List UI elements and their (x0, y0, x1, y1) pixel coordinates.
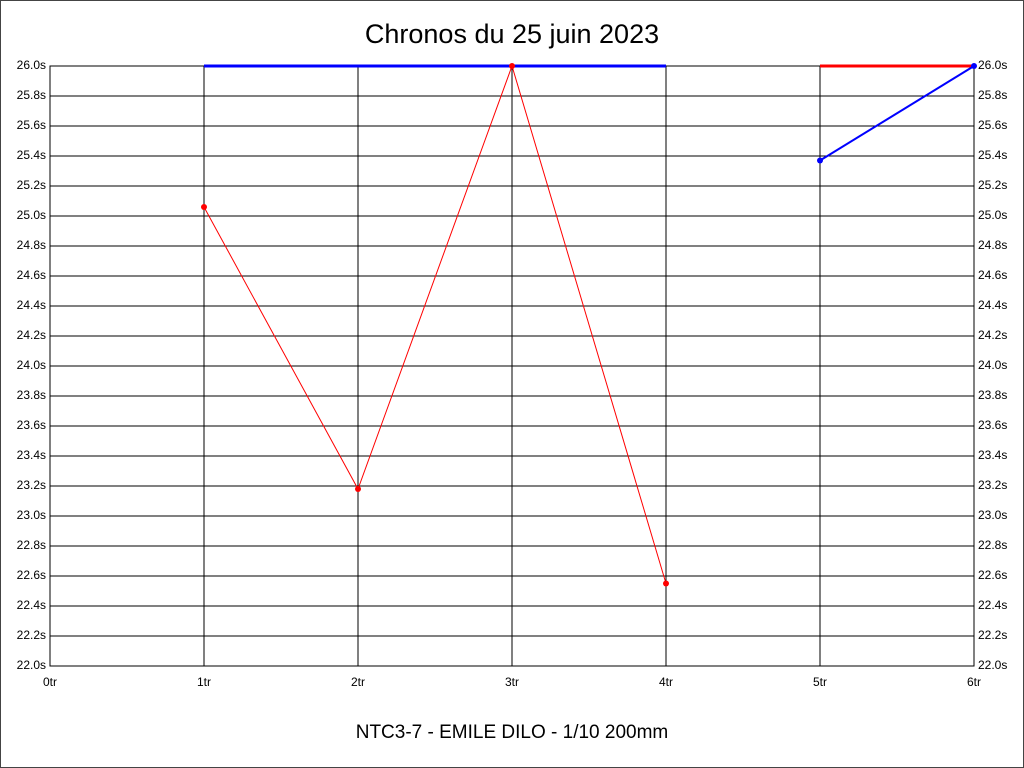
y-tick-label: 25.2s (17, 178, 46, 192)
y2-tick-label: 23.2s (978, 478, 1007, 492)
point (971, 63, 977, 69)
y-tick-label: 23.8s (17, 388, 46, 402)
y-tick-label: 22.2s (17, 628, 46, 642)
y2-tick-label: 25.0s (978, 208, 1007, 222)
x-tick-label: 4tr (659, 675, 673, 689)
y2-tick-label: 24.0s (978, 358, 1007, 372)
y2-tick-label: 22.8s (978, 538, 1007, 552)
y2-tick-label: 24.2s (978, 328, 1007, 342)
y2-tick-label: 23.0s (978, 508, 1007, 522)
x-tick-label: 5tr (813, 675, 827, 689)
point (509, 63, 515, 69)
y-tick-label: 24.2s (17, 328, 46, 342)
y2-tick-label: 24.6s (978, 268, 1007, 282)
y2-tick-label: 22.0s (978, 658, 1007, 672)
y-tick-label: 26.0s (17, 58, 46, 72)
y2-tick-label: 23.4s (978, 448, 1007, 462)
x-tick-label: 3tr (505, 675, 519, 689)
chart-title: Chronos du 25 juin 2023 (365, 19, 659, 49)
y2-tick-label: 22.4s (978, 598, 1007, 612)
y-tick-label: 24.6s (17, 268, 46, 282)
y2-tick-label: 22.6s (978, 568, 1007, 582)
y2-tick-label: 25.4s (978, 148, 1007, 162)
y-tick-label: 22.4s (17, 598, 46, 612)
y2-tick-label: 24.4s (978, 298, 1007, 312)
y2-tick-label: 24.8s (978, 238, 1007, 252)
y-tick-label: 24.8s (17, 238, 46, 252)
y-tick-label: 24.0s (17, 358, 46, 372)
point (355, 486, 361, 492)
y2-tick-label: 25.8s (978, 88, 1007, 102)
x-tick-label: 1tr (197, 675, 211, 689)
x-tick-label: 2tr (351, 675, 365, 689)
y-tick-label: 22.6s (17, 568, 46, 582)
series-line (203, 64, 667, 584)
y2-tick-label: 25.2s (978, 178, 1007, 192)
series-line (819, 65, 975, 162)
point (663, 580, 669, 587)
x-tick-label: 0tr (43, 675, 57, 689)
y-tick-label: 25.6s (17, 118, 46, 132)
y2-tick-label: 26.0s (978, 58, 1007, 72)
x-tick-label: 6tr (967, 675, 981, 689)
y-tick-label: 22.8s (17, 538, 46, 552)
y-tick-label: 23.4s (17, 448, 46, 462)
point (201, 204, 207, 210)
y-tick-label: 23.6s (17, 418, 46, 432)
y-tick-label: 23.2s (17, 478, 46, 492)
y-tick-label: 25.4s (17, 148, 46, 162)
y-tick-label: 22.0s (17, 658, 46, 672)
y-tick-label: 25.8s (17, 88, 46, 102)
y2-tick-label: 25.6s (978, 118, 1007, 132)
y-tick-label: 25.0s (17, 208, 46, 222)
y-tick-label: 24.4s (17, 298, 46, 312)
y2-tick-label: 23.6s (978, 418, 1007, 432)
y-tick-label: 23.0s (17, 508, 46, 522)
y2-tick-label: 23.8s (978, 388, 1007, 402)
point (817, 157, 823, 164)
y2-tick-label: 22.2s (978, 628, 1007, 642)
chart-subtitle: NTC3-7 - EMILE DILO - 1/10 200mm (356, 722, 669, 743)
